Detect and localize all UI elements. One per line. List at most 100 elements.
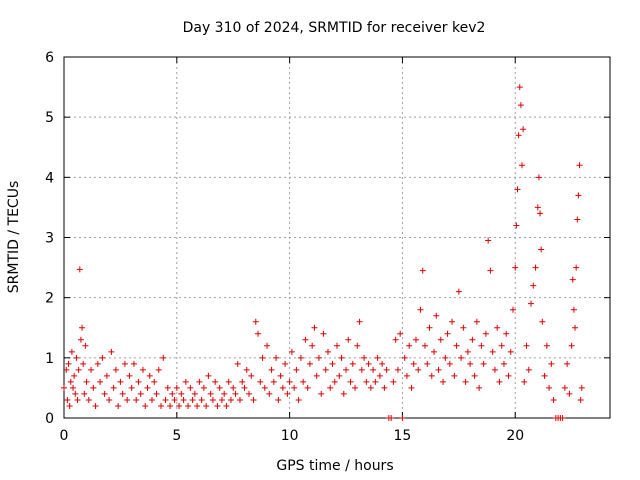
- data-point: [315, 354, 322, 361]
- data-point: [516, 84, 523, 91]
- data-point: [576, 162, 583, 169]
- data-point: [311, 324, 318, 331]
- data-point: [462, 378, 469, 385]
- data-point: [403, 372, 410, 379]
- data-point: [370, 366, 377, 373]
- data-point: [415, 366, 422, 373]
- data-point: [99, 354, 106, 361]
- x-tick-label: 15: [394, 428, 412, 444]
- data-point: [266, 390, 273, 397]
- data-point: [546, 384, 553, 391]
- y-tick-label: 3: [45, 231, 54, 247]
- data-point: [505, 372, 512, 379]
- data-point: [306, 360, 313, 367]
- data-point: [185, 402, 192, 409]
- data-point: [538, 246, 545, 253]
- data-point: [320, 330, 327, 337]
- data-point: [297, 354, 304, 361]
- data-point: [255, 330, 262, 337]
- data-point: [309, 342, 316, 349]
- data-point: [406, 342, 413, 349]
- data-point: [419, 267, 426, 274]
- data-point: [433, 312, 440, 319]
- data-point: [408, 384, 415, 391]
- data-point: [66, 402, 73, 409]
- data-point: [399, 415, 406, 421]
- data-point: [494, 324, 501, 331]
- data-point: [578, 384, 585, 391]
- y-tick-label: 6: [45, 50, 54, 66]
- data-point: [467, 360, 474, 367]
- data-point: [198, 396, 205, 403]
- axis-ticks: 0 1 2 3 4 5 6 0 5 10 15 20: [45, 50, 610, 444]
- data-point: [130, 360, 137, 367]
- data-point: [216, 384, 223, 391]
- data-point: [218, 396, 225, 403]
- data-point: [322, 366, 329, 373]
- data-point: [115, 402, 122, 409]
- data-point: [239, 378, 246, 385]
- data-point: [85, 396, 92, 403]
- y-tick-label: 5: [45, 110, 54, 126]
- data-point: [469, 336, 476, 343]
- data-point: [167, 402, 174, 409]
- data-point: [539, 318, 546, 325]
- data-point: [564, 360, 571, 367]
- data-point: [169, 390, 176, 397]
- data-point: [155, 366, 162, 373]
- data-point: [410, 360, 417, 367]
- data-point: [543, 342, 550, 349]
- data-point: [476, 384, 483, 391]
- data-point: [343, 366, 350, 373]
- data-point: [464, 348, 471, 355]
- data-point: [279, 384, 286, 391]
- data-point: [65, 360, 72, 367]
- data-point: [358, 366, 365, 373]
- data-point: [509, 306, 516, 313]
- data-point: [67, 378, 74, 385]
- data-point: [187, 384, 194, 391]
- data-point: [349, 360, 356, 367]
- data-point: [313, 372, 320, 379]
- data-point: [354, 342, 361, 349]
- x-axis-label: GPS time / hours: [276, 458, 393, 474]
- data-point: [340, 390, 347, 397]
- data-point: [534, 204, 541, 211]
- data-point: [90, 384, 97, 391]
- data-point: [500, 360, 507, 367]
- data-point: [336, 372, 343, 379]
- data-point: [532, 264, 539, 271]
- data-point: [284, 390, 291, 397]
- data-point: [250, 396, 257, 403]
- data-point: [559, 415, 566, 421]
- data-point: [417, 306, 424, 313]
- data-point: [442, 354, 449, 361]
- data-point: [530, 282, 537, 289]
- data-point: [291, 384, 298, 391]
- data-point: [566, 390, 573, 397]
- data-point: [203, 402, 210, 409]
- y-tick-label: 2: [45, 291, 54, 307]
- data-point: [379, 360, 386, 367]
- data-point: [209, 396, 216, 403]
- data-point: [520, 126, 527, 133]
- data-point: [535, 174, 542, 181]
- data-point: [572, 324, 579, 331]
- data-point: [394, 366, 401, 373]
- data-point: [435, 366, 442, 373]
- data-point: [112, 366, 119, 373]
- data-point: [164, 384, 171, 391]
- x-tick-label: 5: [172, 428, 181, 444]
- data-point: [191, 390, 198, 397]
- data-point: [352, 384, 359, 391]
- data-point: [517, 102, 524, 109]
- data-point: [110, 384, 117, 391]
- data-point: [72, 390, 79, 397]
- data-point: [264, 342, 271, 349]
- data-point: [498, 342, 505, 349]
- data-point: [83, 378, 90, 385]
- data-point: [485, 237, 492, 244]
- data-point: [449, 318, 456, 325]
- x-tick-label: 20: [506, 428, 524, 444]
- data-point: [519, 162, 526, 169]
